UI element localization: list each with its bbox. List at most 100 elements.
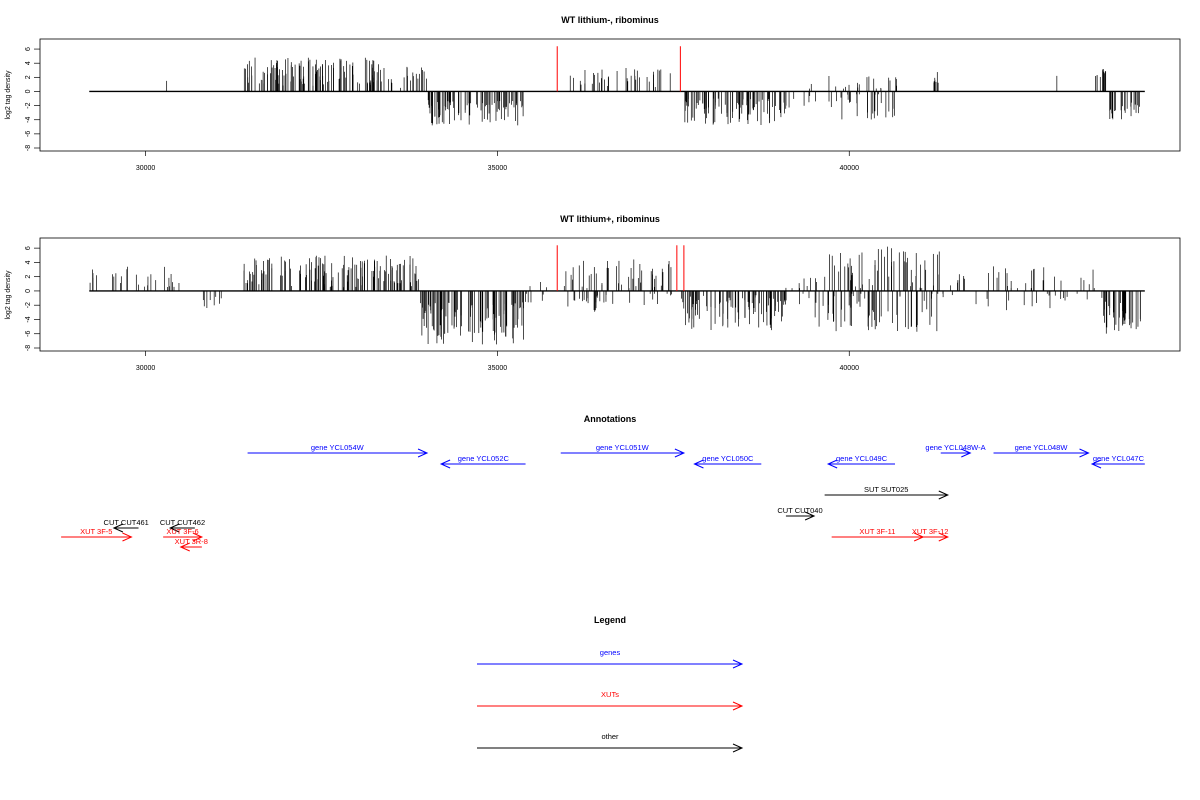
annotation-feature: SUT SUT025 [824, 485, 950, 500]
annotation-label: gene YCL049C [836, 454, 888, 463]
axes: 6 4 2 0 -2 -4 -6 -8 30000 35000 40000 [25, 47, 1145, 172]
arrow-head [732, 659, 744, 669]
legend-item: other [477, 732, 744, 753]
arrow-head [122, 532, 133, 542]
y-tick-label: -8 [25, 145, 32, 151]
annotation-label: gene YCL054W [311, 443, 365, 452]
arrow-head [179, 542, 190, 552]
legend-label: other [601, 732, 619, 741]
y-axis-label: log2 tag density [5, 270, 12, 320]
arrow-head [693, 459, 704, 469]
arrow-head [826, 459, 838, 469]
y-tick-label: -4 [25, 117, 32, 123]
x-tick-label: 40000 [840, 165, 860, 172]
arrow-head [732, 743, 744, 753]
annotation-feature: XUT 3F-6 [163, 527, 204, 542]
annotation-label: CUT CUT461 [104, 518, 149, 527]
y-tick-label: 6 [25, 47, 32, 51]
annotation-label: SUT SUT025 [864, 485, 908, 494]
highlight-marks [556, 46, 681, 92]
y-tick-label: -2 [25, 102, 32, 108]
arrow-head [112, 523, 124, 533]
track-panel-lithium-minus: WT lithium-, ribominus log2 tag density … [5, 15, 1181, 172]
annotation-label: XUT 3R-8 [175, 537, 208, 546]
y-tick-label: 4 [25, 260, 32, 264]
legend-title: Legend [594, 615, 626, 625]
y-tick-label: 0 [25, 289, 32, 293]
annotation-label: XUT 3F-11 [859, 527, 895, 536]
annotation-feature: XUT 3F-11 [831, 527, 925, 542]
y-tick-label: -2 [25, 302, 32, 308]
annotation-feature: XUT 3F-5 [61, 527, 133, 542]
y-tick-label: 2 [25, 275, 32, 279]
arrow-head [732, 701, 744, 711]
annotation-label: CUT CUT040 [777, 506, 822, 515]
track-title: WT lithium-, ribominus [561, 15, 659, 25]
legend-items: genes XUTs other [477, 648, 744, 753]
y-tick-label: 2 [25, 75, 32, 79]
annotation-feature: CUT CUT040 [777, 506, 823, 521]
legend: Legend genes XUTs other [477, 615, 744, 753]
arrow-head [674, 448, 686, 458]
annotation-label: gene YCL051W [596, 443, 650, 452]
arrow-head [417, 448, 429, 458]
x-tick-label: 40000 [840, 365, 860, 372]
annotation-label: gene YCL047C [1093, 454, 1145, 463]
plot-frame [39, 237, 1181, 352]
signal-bars [166, 57, 1140, 126]
annotation-feature: gene YCL048W-A [925, 443, 986, 458]
x-tick-label: 30000 [136, 165, 156, 172]
y-tick-label: -8 [25, 345, 32, 351]
legend-label: genes [600, 648, 621, 657]
track-title: WT lithium+, ribominus [560, 214, 660, 224]
arrow-head [804, 511, 816, 521]
y-tick-label: -6 [25, 131, 32, 137]
annotation-label: XUT 3F-6 [166, 527, 198, 536]
annotation-label: XUT 3F-5 [80, 527, 112, 536]
legend-label: XUTs [601, 690, 619, 699]
annotation-feature: gene YCL047C [1090, 454, 1145, 469]
legend-item: XUTs [477, 690, 744, 711]
annotation-feature: gene YCL049C [826, 454, 895, 469]
annotation-feature: gene YCL048W [993, 443, 1090, 458]
x-tick-label: 30000 [136, 365, 156, 372]
axes: 6 4 2 0 -2 -4 -6 -8 30000 35000 40000 [25, 246, 1145, 372]
y-tick-label: 0 [25, 89, 32, 93]
annotation-label: gene YCL052C [458, 454, 510, 463]
arrow-head [961, 448, 972, 458]
track-panel-lithium-plus: WT lithium+, ribominus log2 tag density … [5, 214, 1181, 372]
annotation-label: gene YCL048W-A [925, 443, 985, 452]
annotation-feature: gene YCL051W [560, 443, 686, 458]
arrow-head [1079, 448, 1090, 458]
annotation-label: gene YCL050C [702, 454, 754, 463]
y-tick-label: 6 [25, 246, 32, 250]
annotation-feature: gene YCL054W [247, 443, 429, 458]
annotation-feature: gene YCL052C [439, 454, 526, 469]
y-axis-label: log2 tag density [5, 70, 12, 120]
y-tick-label: -6 [25, 331, 32, 337]
arrow-head [938, 490, 950, 500]
signal-bars [89, 246, 1141, 345]
y-tick-label: -4 [25, 316, 32, 322]
highlight-marks [556, 245, 685, 291]
annotation-feature: XUT 3R-8 [175, 537, 208, 552]
annotation-label: CUT CUT462 [160, 518, 205, 527]
arrow-head [1090, 459, 1102, 469]
annotation-feature: CUT CUT461 [104, 518, 149, 533]
arrow-head [439, 459, 451, 469]
arrow-head [192, 532, 204, 542]
annotation-feature: XUT 3F-12 [912, 527, 950, 542]
annotation-label: gene YCL048W [1015, 443, 1069, 452]
legend-item: genes [477, 648, 744, 669]
annotations-title: Annotations [584, 414, 637, 424]
plot-frame [39, 38, 1181, 152]
x-tick-label: 35000 [488, 165, 508, 172]
x-tick-label: 35000 [488, 365, 508, 372]
arrow-head [938, 532, 950, 542]
annotation-features: gene YCL054W gene YCL052C gene YCL051W gene… [61, 443, 1145, 552]
annotation-label: XUT 3F-12 [912, 527, 949, 536]
annotation-feature: CUT CUT462 [160, 518, 205, 533]
annotation-feature: gene YCL050C [693, 454, 762, 469]
